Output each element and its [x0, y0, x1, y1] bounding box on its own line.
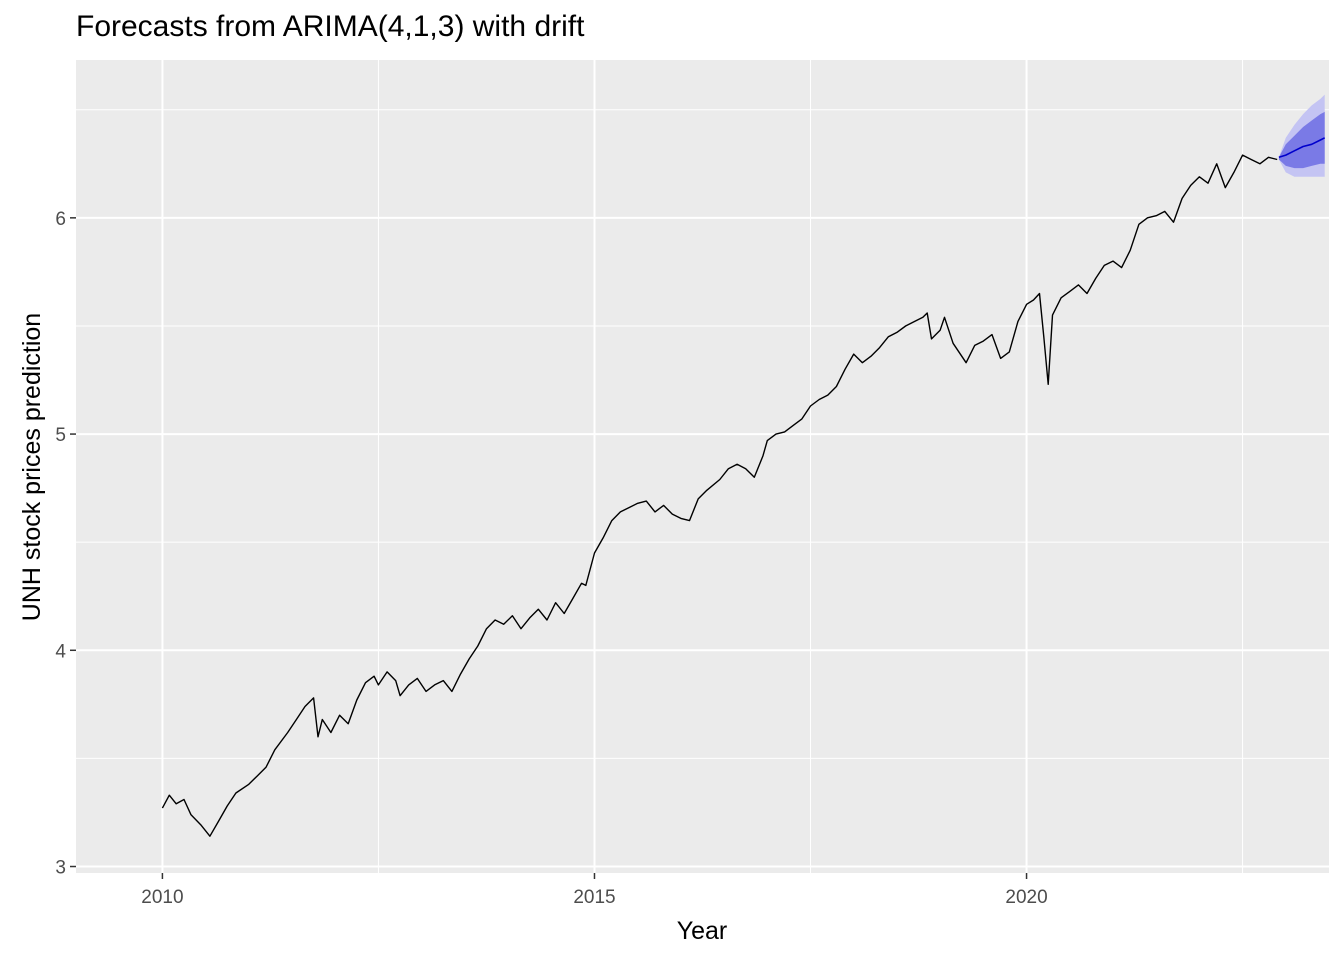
- y-tick-label: 4: [55, 641, 66, 662]
- historical-line: [161, 154, 1278, 837]
- plot-panel: [76, 60, 1329, 873]
- forecast-bands: [1278, 94, 1325, 177]
- x-tick-label: 2015: [573, 887, 615, 908]
- x-tick-label: 2020: [1005, 887, 1047, 908]
- series-lines: [161, 137, 1326, 837]
- forecast-band: [1278, 111, 1325, 169]
- y-axis-title: UNH stock prices prediction: [18, 313, 46, 621]
- chart-title: Forecasts from ARIMA(4,1,3) with drift: [76, 10, 585, 43]
- x-axis-title: Year: [677, 917, 728, 945]
- y-axis: 3 4 5 6: [55, 209, 76, 879]
- y-tick-label: 3: [55, 858, 66, 879]
- y-tick-label: 6: [55, 209, 66, 230]
- x-tick-label: 2010: [141, 887, 183, 908]
- grid-lines: [76, 60, 1329, 873]
- x-axis: 2010 2015 2020: [141, 873, 1048, 908]
- y-tick-label: 5: [55, 425, 66, 446]
- forecast-line: [1278, 137, 1326, 159]
